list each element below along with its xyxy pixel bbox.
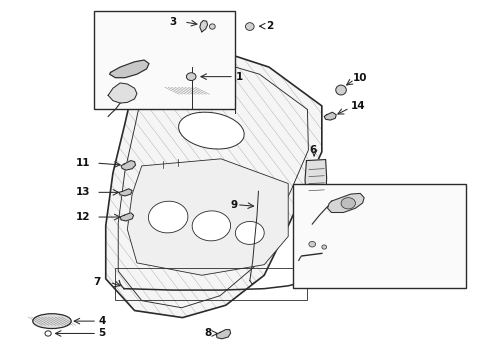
Text: 4: 4 — [98, 316, 106, 326]
Polygon shape — [324, 112, 336, 120]
Polygon shape — [120, 213, 134, 221]
Text: 6: 6 — [309, 145, 317, 155]
Ellipse shape — [169, 83, 204, 98]
Ellipse shape — [341, 198, 355, 209]
Bar — [293, 184, 466, 288]
Polygon shape — [216, 330, 231, 339]
Text: 10: 10 — [353, 73, 368, 83]
Ellipse shape — [186, 73, 196, 81]
Polygon shape — [108, 83, 137, 103]
Polygon shape — [127, 159, 288, 275]
Text: 1: 1 — [235, 72, 243, 82]
Text: 9: 9 — [231, 200, 238, 210]
Text: 14: 14 — [351, 101, 365, 111]
Ellipse shape — [209, 24, 215, 29]
Polygon shape — [200, 21, 208, 32]
Ellipse shape — [245, 23, 254, 30]
Ellipse shape — [309, 242, 316, 247]
Text: 12: 12 — [76, 212, 91, 222]
Polygon shape — [305, 159, 327, 198]
Bar — [115, 268, 307, 300]
Text: 7: 7 — [94, 277, 101, 287]
Polygon shape — [121, 161, 136, 170]
Bar — [94, 11, 235, 109]
Text: 8: 8 — [204, 328, 211, 338]
Ellipse shape — [178, 112, 244, 149]
Polygon shape — [328, 193, 364, 212]
Text: 2: 2 — [266, 21, 273, 31]
Text: 3: 3 — [169, 17, 176, 27]
Ellipse shape — [33, 314, 71, 329]
Ellipse shape — [336, 85, 346, 95]
Text: 11: 11 — [76, 158, 91, 168]
Polygon shape — [110, 60, 149, 78]
Polygon shape — [119, 189, 132, 196]
Ellipse shape — [322, 245, 327, 249]
Ellipse shape — [192, 211, 231, 241]
Ellipse shape — [148, 201, 188, 233]
Text: 5: 5 — [98, 328, 106, 338]
Text: 13: 13 — [76, 187, 91, 197]
Polygon shape — [106, 49, 322, 318]
Ellipse shape — [235, 221, 264, 244]
